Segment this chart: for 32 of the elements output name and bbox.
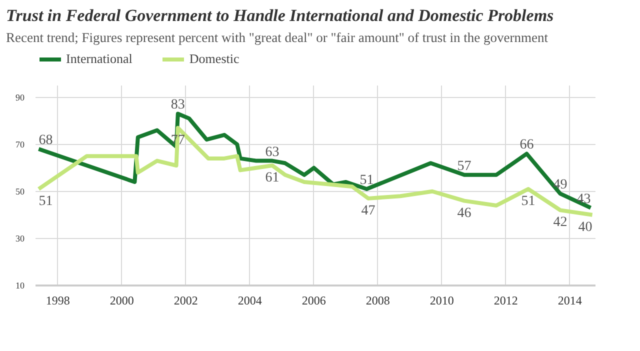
x-tick-label: 2014	[558, 294, 582, 308]
x-tick-label: 2010	[430, 294, 454, 308]
x-tick-label: 2000	[110, 294, 134, 308]
data-label: 57	[457, 159, 472, 174]
data-label: 83	[170, 98, 185, 113]
data-label: 51	[521, 194, 536, 210]
line-series	[36, 126, 594, 218]
legend-label: Domestic	[189, 51, 240, 68]
chart-title: Trust in Federal Government to Handle International and Domestic Problems	[6, 5, 554, 27]
data-label: 46	[457, 206, 472, 221]
y-tick-label: 70	[16, 139, 25, 150]
legend-label: International	[66, 51, 132, 68]
data-label: 63	[265, 144, 280, 160]
data-label: 61	[265, 170, 280, 186]
y-tick-label: 90	[16, 92, 25, 102]
data-label: 68	[38, 133, 53, 148]
x-tick-label: 2002	[174, 294, 198, 308]
data-label: 66	[520, 138, 534, 153]
data-label: 51	[38, 194, 53, 210]
data-label: 51	[360, 173, 374, 188]
data-label: 42	[553, 215, 568, 230]
data-label: 47	[361, 204, 376, 219]
x-tick-label: 2012	[494, 294, 518, 308]
chart-subtitle: Recent trend; Figures represent percent with "great deal" or "fair amount" of trust in the government	[6, 30, 548, 48]
y-tick-label: 10	[16, 280, 25, 291]
x-tick-label: 1998	[46, 294, 70, 308]
x-tick-label: 2006	[302, 294, 326, 308]
data-label: 40	[578, 220, 592, 236]
y-tick-label: 30	[16, 234, 25, 244]
x-tick-label: 2008	[366, 294, 390, 308]
y-tick-label: 50	[16, 186, 25, 197]
x-tick-label: 2004	[238, 294, 262, 308]
